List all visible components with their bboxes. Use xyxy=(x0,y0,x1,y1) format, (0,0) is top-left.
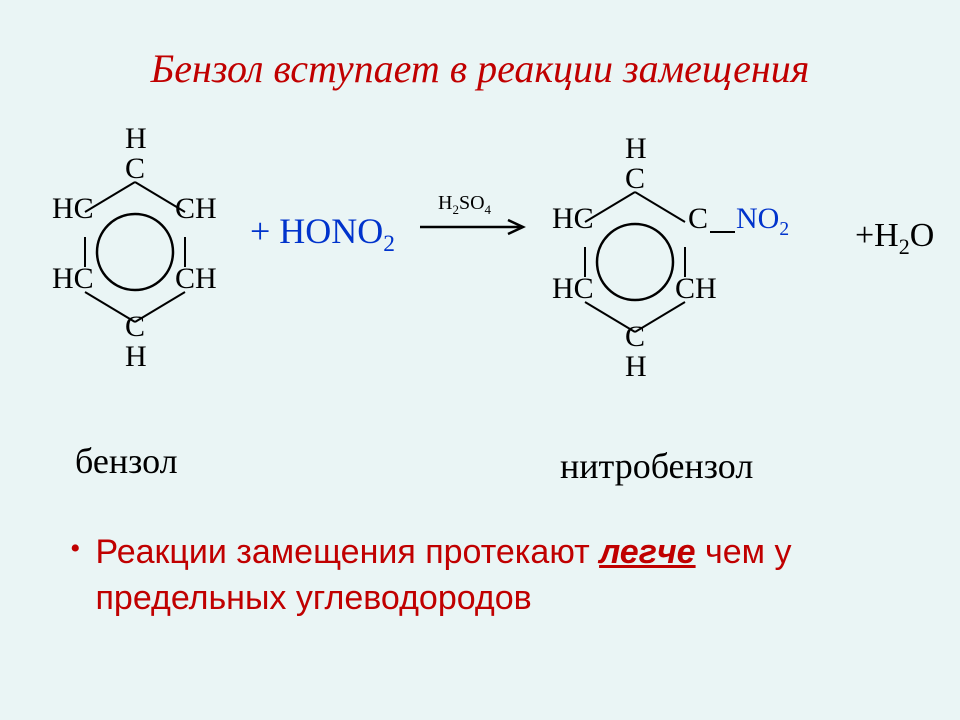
atom-c-bot: C xyxy=(625,320,645,354)
atom-hc-ll: HC xyxy=(52,262,94,296)
product-h2o: +H2O xyxy=(855,217,934,260)
page-title: Бензол вступает в реакции замещения xyxy=(0,0,960,92)
atom-c-top: C xyxy=(625,162,645,196)
atom-h-bot: H xyxy=(125,340,147,374)
atom-no2: NO2 xyxy=(736,202,789,241)
bullet-icon: • xyxy=(70,534,81,564)
atom-ch-ur: CH xyxy=(175,192,217,226)
atom-c-ur: C xyxy=(688,202,708,236)
nitrobenzene-structure: H C HC C NO2 HC CH C H xyxy=(540,132,800,372)
reaction-arrow xyxy=(420,217,530,237)
bullet-block: • Реакции замещения протекают легче чем … xyxy=(70,530,890,622)
atom-hc-ul: HC xyxy=(52,192,94,226)
atom-ch-lr: CH xyxy=(175,262,217,296)
atom-h-bot: H xyxy=(625,350,647,384)
atom-h-top: H xyxy=(125,122,147,156)
atom-h-top: H xyxy=(625,132,647,166)
catalyst-label: H2SO4 xyxy=(438,192,491,218)
nitrobenzene-label: нитробензол xyxy=(560,445,753,487)
benzene-structure: H C HC CH HC CH C H xyxy=(40,122,230,362)
reagent-hono2: + HONO2 xyxy=(250,210,395,258)
bullet-text: Реакции замещения протекают легче чем у … xyxy=(96,530,890,622)
reaction-row: H C HC CH HC CH C H + HONO2 H2SO4 H C xyxy=(0,92,960,412)
atom-ch-lr: CH xyxy=(675,272,717,306)
benzene-label: бензол xyxy=(75,440,178,482)
atom-hc-ll: HC xyxy=(552,272,594,306)
atom-c-top: C xyxy=(125,152,145,186)
nitrobenzene-ring-svg xyxy=(540,132,800,372)
atom-c-bot: C xyxy=(125,310,145,344)
atom-hc-ul: HC xyxy=(552,202,594,236)
